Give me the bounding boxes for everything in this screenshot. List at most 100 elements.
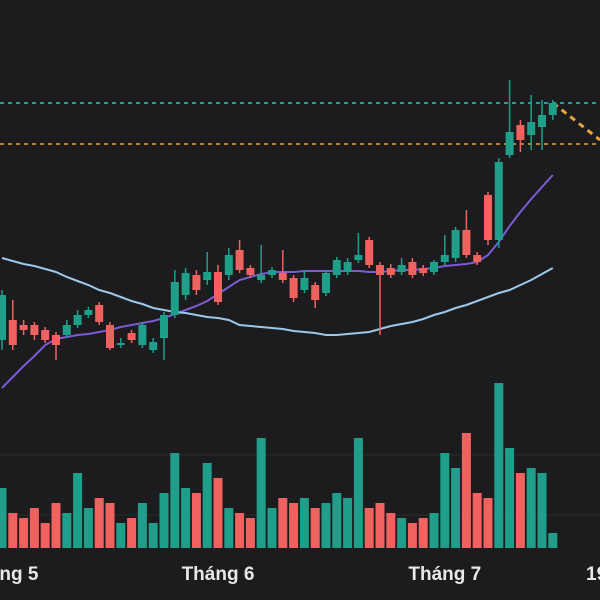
candle-body xyxy=(149,342,158,350)
candle-body xyxy=(278,273,287,280)
candle-body xyxy=(505,132,514,155)
volume-bar xyxy=(51,503,61,548)
candle-body xyxy=(192,275,201,290)
candle-body xyxy=(484,195,492,240)
volume-bar xyxy=(526,468,536,548)
volume-bar xyxy=(332,493,342,548)
candle-body xyxy=(440,255,449,262)
volume-bar xyxy=(62,513,72,548)
volume-bar xyxy=(235,513,245,548)
candle-body xyxy=(408,262,417,275)
candle-body xyxy=(538,115,546,127)
x-tick-label: Tháng 5 xyxy=(0,564,39,585)
candle-body xyxy=(473,255,482,262)
volume-bar xyxy=(494,383,504,548)
candle-body xyxy=(300,278,309,290)
volume-bar xyxy=(407,523,417,548)
volume-bar xyxy=(321,503,331,548)
volume-bar xyxy=(299,498,309,548)
volume-bar xyxy=(364,508,374,548)
volume-bar xyxy=(202,463,212,548)
ma-line xyxy=(1,174,554,389)
candle-body xyxy=(62,325,71,335)
volume-bar xyxy=(375,503,385,548)
candle-body xyxy=(181,273,190,295)
candle-body xyxy=(462,230,471,255)
volume-bar xyxy=(40,523,50,548)
volume-bar xyxy=(245,518,255,548)
volume-bar xyxy=(159,493,169,548)
volume-bar xyxy=(418,518,428,548)
candle-body xyxy=(451,230,460,258)
volume-bar xyxy=(148,523,158,548)
candle-body xyxy=(354,255,363,260)
volume-bar xyxy=(461,433,471,548)
volume-bar xyxy=(73,473,83,548)
volume-bar xyxy=(8,513,18,548)
candle-body xyxy=(397,265,406,272)
candle-body xyxy=(494,162,503,240)
x-tick-label: Tháng 6 xyxy=(182,564,255,585)
candle-body xyxy=(430,262,438,272)
axis-strip xyxy=(0,548,600,600)
volume-bar xyxy=(137,503,147,548)
volume-bar xyxy=(83,508,93,548)
candle-body xyxy=(311,285,320,300)
volume-bar xyxy=(472,493,482,548)
volume-bar xyxy=(213,478,223,548)
volume-bar xyxy=(116,523,126,548)
volume-bar xyxy=(505,448,515,548)
candle-body xyxy=(419,268,428,273)
candle-body xyxy=(289,278,298,298)
candle-body xyxy=(365,240,374,265)
volume-bar xyxy=(105,503,115,548)
candle-body xyxy=(73,315,82,325)
candle-body xyxy=(224,255,233,275)
candle-body xyxy=(386,268,395,275)
candle-body xyxy=(548,103,557,115)
volume-bar xyxy=(451,468,461,548)
ma-line xyxy=(1,257,554,336)
volume-bar xyxy=(289,503,299,548)
candle-body xyxy=(203,272,212,280)
candle-body xyxy=(268,270,276,275)
candle-body xyxy=(516,125,525,140)
candle-body xyxy=(332,260,341,275)
candle-body xyxy=(41,330,50,340)
volume-bar xyxy=(515,473,525,548)
volume-bar xyxy=(256,438,266,548)
candle-body xyxy=(19,325,28,330)
candle-body xyxy=(527,122,536,135)
volume-bar xyxy=(29,508,39,548)
candle-body xyxy=(30,325,39,335)
volume-bar xyxy=(537,473,547,548)
projection-line xyxy=(552,101,600,142)
volume-bar xyxy=(94,498,104,548)
candle-body xyxy=(138,325,147,345)
volume-bar xyxy=(343,498,353,548)
candle-body xyxy=(84,310,93,315)
candle-body xyxy=(127,333,136,340)
candle-body xyxy=(322,273,330,293)
candle-body xyxy=(0,295,6,340)
candle-body xyxy=(246,268,255,275)
candle-body xyxy=(95,305,104,322)
candle-body xyxy=(376,265,384,275)
candle-body xyxy=(235,250,244,270)
candle-body xyxy=(170,282,179,315)
volume-bar xyxy=(224,508,234,548)
volume-bar xyxy=(127,518,137,548)
x-tick-label: Tháng 7 xyxy=(408,564,481,585)
volume-bar xyxy=(181,488,191,548)
candle-body xyxy=(160,315,168,338)
volume-bar xyxy=(397,518,407,548)
volume-bar xyxy=(170,453,180,548)
candle-body xyxy=(343,262,352,272)
candle-body xyxy=(52,335,60,345)
candle-body xyxy=(8,320,17,345)
volume-bar xyxy=(429,513,439,548)
x-tick-label: 19 xyxy=(586,564,600,585)
volume-bar xyxy=(440,453,450,548)
volume-bar xyxy=(386,513,396,548)
